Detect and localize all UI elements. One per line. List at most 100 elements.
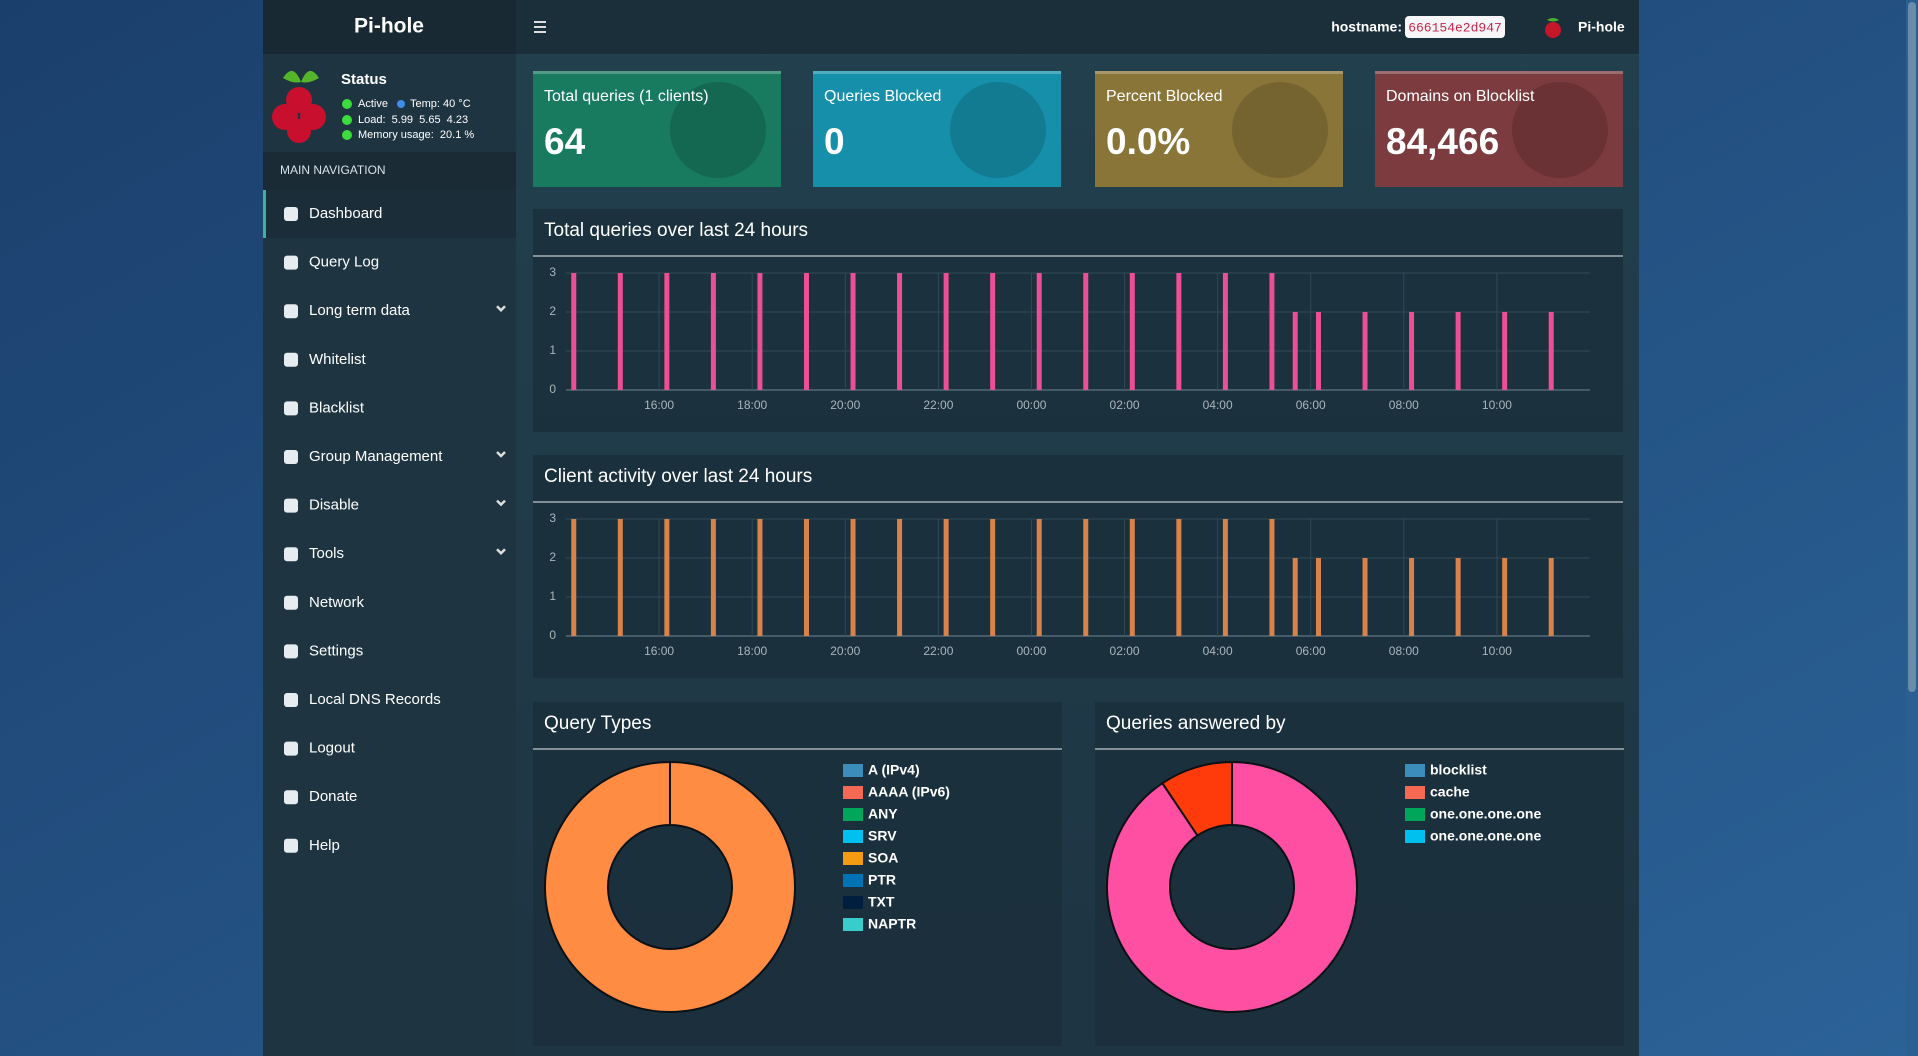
stat-value: 0.0%	[1106, 121, 1190, 162]
stat-label: Total queries (1 clients)	[544, 88, 709, 105]
y-tick-label: 2	[549, 550, 556, 564]
nav-item[interactable]: Dashboard	[309, 205, 382, 222]
hostname-badge	[1405, 16, 1505, 38]
leaf	[283, 70, 319, 83]
legend-swatch[interactable]	[843, 852, 863, 865]
stat-icon	[1232, 82, 1328, 178]
status-logo	[272, 70, 326, 143]
donut-slice[interactable]	[1106, 760, 1358, 1014]
legend-swatch[interactable]	[843, 896, 863, 909]
bar	[1409, 558, 1415, 636]
legend-label[interactable]: TXT	[868, 894, 895, 910]
logo[interactable]: Pi-hole	[354, 15, 424, 38]
legend-swatch[interactable]	[843, 874, 863, 887]
legend-label[interactable]: PTR	[868, 872, 896, 888]
bar	[1176, 519, 1182, 636]
donut-slice[interactable]	[1161, 760, 1233, 837]
user-icon[interactable]	[1545, 22, 1561, 38]
legend-swatch[interactable]	[843, 764, 863, 777]
status-text: Temp: 40 °C	[410, 98, 471, 110]
y-tick-label: 3	[549, 265, 556, 279]
bar	[1129, 273, 1135, 390]
nav-chevron[interactable]	[496, 499, 506, 507]
nav-item[interactable]: Group Management	[309, 448, 443, 465]
status-dot	[342, 99, 352, 109]
legend-label[interactable]: NAPTR	[868, 916, 916, 932]
nav-item[interactable]: Logout	[309, 740, 356, 757]
status-title: Status	[341, 71, 387, 88]
nav-item[interactable]: Query Log	[309, 254, 379, 271]
hostname: 666154e2d947	[1408, 20, 1502, 35]
legend-label[interactable]: one.one.one.one	[1430, 828, 1541, 844]
bar	[1036, 273, 1042, 390]
nav-item[interactable]: Whitelist	[309, 351, 367, 368]
nav-item[interactable]: Settings	[309, 642, 363, 659]
bar	[757, 519, 763, 636]
legend-label[interactable]: A (IPv4)	[868, 762, 920, 778]
nav-chevron[interactable]	[496, 548, 506, 555]
legend-label[interactable]: ANY	[868, 806, 898, 822]
legend-swatch[interactable]	[843, 918, 863, 931]
x-tick-label: 18:00	[737, 644, 767, 658]
menu-toggle[interactable]	[534, 21, 546, 33]
nav-icon	[284, 595, 298, 610]
menu-bar	[534, 26, 546, 28]
nav-item[interactable]: Long term data	[309, 302, 411, 319]
nav-header-bg	[263, 152, 516, 190]
bar	[803, 519, 809, 636]
bar	[943, 273, 949, 390]
stat-box-top	[1095, 71, 1343, 74]
y-tick-label: 3	[549, 511, 556, 525]
bar	[1502, 312, 1508, 390]
bar	[1409, 312, 1415, 390]
legend-label[interactable]: cache	[1430, 784, 1470, 800]
y-tick-label: 0	[549, 382, 556, 396]
y-tick-label: 1	[549, 589, 556, 603]
legend-swatch[interactable]	[843, 808, 863, 821]
bar	[990, 519, 996, 636]
nav-item[interactable]: Disable	[309, 497, 359, 514]
stat-value: 84,466	[1386, 121, 1499, 162]
nav-item[interactable]: Network	[309, 594, 365, 611]
stat-icon	[670, 82, 766, 178]
legend-swatch[interactable]	[1405, 764, 1425, 777]
chart-title: Client activity over last 24 hours	[544, 466, 812, 487]
bar	[1455, 558, 1461, 636]
logo-bar[interactable]	[263, 0, 516, 54]
legend-swatch[interactable]	[1405, 808, 1425, 821]
legend-label[interactable]: SRV	[868, 828, 897, 844]
bar	[1269, 273, 1275, 390]
nav-item[interactable]: Help	[309, 837, 340, 854]
scrollbar-thumb[interactable]	[1908, 2, 1916, 692]
nav-icon	[284, 838, 298, 853]
nav-chevron[interactable]	[496, 305, 506, 312]
stat-label: Percent Blocked	[1106, 88, 1223, 105]
legend-label[interactable]: AAAA (IPv6)	[868, 784, 950, 800]
bar	[1362, 558, 1368, 636]
bar	[571, 519, 577, 636]
legend-swatch[interactable]	[843, 786, 863, 799]
bar	[1083, 273, 1089, 390]
donut-slice[interactable]	[544, 760, 796, 1014]
stat-box	[1095, 71, 1343, 187]
nav-header: MAIN NAVIGATION	[280, 163, 386, 177]
legend-label[interactable]: blocklist	[1430, 762, 1487, 778]
legend-label[interactable]: SOA	[868, 850, 898, 866]
nav-item[interactable]: Tools	[309, 545, 344, 562]
nav-item[interactable]: Blacklist	[309, 399, 365, 416]
x-tick-label: 00:00	[1016, 644, 1046, 658]
legend-label[interactable]: one.one.one.one	[1430, 806, 1541, 822]
bar	[803, 273, 809, 390]
nav-item[interactable]: Local DNS Records	[309, 691, 441, 708]
bar	[1292, 312, 1298, 390]
user-name[interactable]: Pi-hole	[1578, 19, 1625, 35]
bar	[1292, 558, 1298, 636]
legend-swatch[interactable]	[843, 830, 863, 843]
legend-swatch[interactable]	[1405, 830, 1425, 843]
y-tick-label: 1	[549, 343, 556, 357]
nav-chevron[interactable]	[496, 451, 506, 458]
legend-swatch[interactable]	[1405, 786, 1425, 799]
nav-item[interactable]: Donate	[309, 788, 357, 805]
user-icon-leaf	[1547, 18, 1559, 22]
status-dot	[342, 130, 352, 140]
